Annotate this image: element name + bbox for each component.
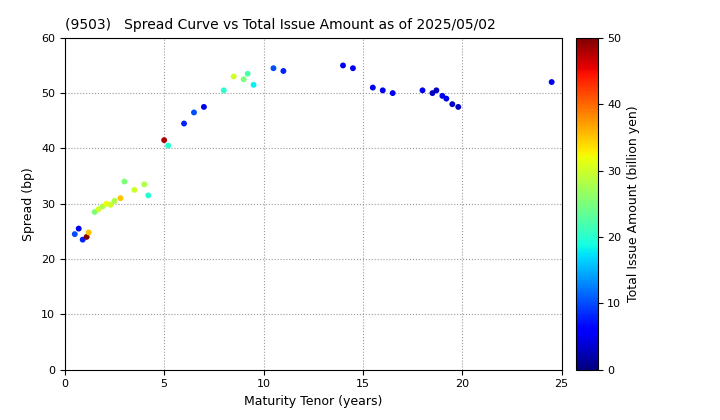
Point bbox=[89, 209, 100, 215]
Point bbox=[337, 62, 348, 69]
Point bbox=[114, 195, 126, 202]
Point bbox=[347, 65, 359, 71]
Point bbox=[228, 73, 240, 80]
Point bbox=[179, 120, 190, 127]
Point bbox=[367, 84, 379, 91]
Point bbox=[268, 65, 279, 71]
Point bbox=[81, 234, 92, 240]
Point bbox=[546, 79, 557, 85]
Point bbox=[109, 197, 120, 204]
Point bbox=[101, 200, 112, 207]
Point bbox=[218, 87, 230, 94]
Point bbox=[427, 90, 438, 97]
Point bbox=[96, 203, 108, 210]
Point bbox=[417, 87, 428, 94]
Point bbox=[452, 104, 464, 110]
Point bbox=[242, 71, 253, 77]
Point bbox=[198, 104, 210, 110]
Point bbox=[119, 178, 130, 185]
Point bbox=[436, 92, 448, 99]
Point bbox=[93, 206, 104, 213]
Point bbox=[446, 101, 458, 108]
Point bbox=[163, 142, 174, 149]
Point bbox=[377, 87, 389, 94]
Point bbox=[138, 181, 150, 188]
Point bbox=[441, 95, 452, 102]
Point bbox=[77, 236, 89, 243]
Point bbox=[431, 87, 442, 94]
Point bbox=[248, 81, 259, 88]
Point bbox=[158, 137, 170, 144]
Point bbox=[83, 229, 94, 236]
Point bbox=[104, 202, 116, 208]
Text: (9503)   Spread Curve vs Total Issue Amount as of 2025/05/02: (9503) Spread Curve vs Total Issue Amoun… bbox=[65, 18, 495, 32]
X-axis label: Maturity Tenor (years): Maturity Tenor (years) bbox=[244, 395, 382, 408]
Point bbox=[278, 68, 289, 74]
Point bbox=[73, 225, 84, 232]
Point bbox=[238, 76, 249, 83]
Point bbox=[69, 231, 81, 237]
Point bbox=[387, 90, 398, 97]
Point bbox=[188, 109, 199, 116]
Point bbox=[129, 186, 140, 193]
Y-axis label: Total Issue Amount (billion yen): Total Issue Amount (billion yen) bbox=[627, 105, 640, 302]
Point bbox=[143, 192, 154, 199]
Y-axis label: Spread (bp): Spread (bp) bbox=[22, 167, 35, 241]
